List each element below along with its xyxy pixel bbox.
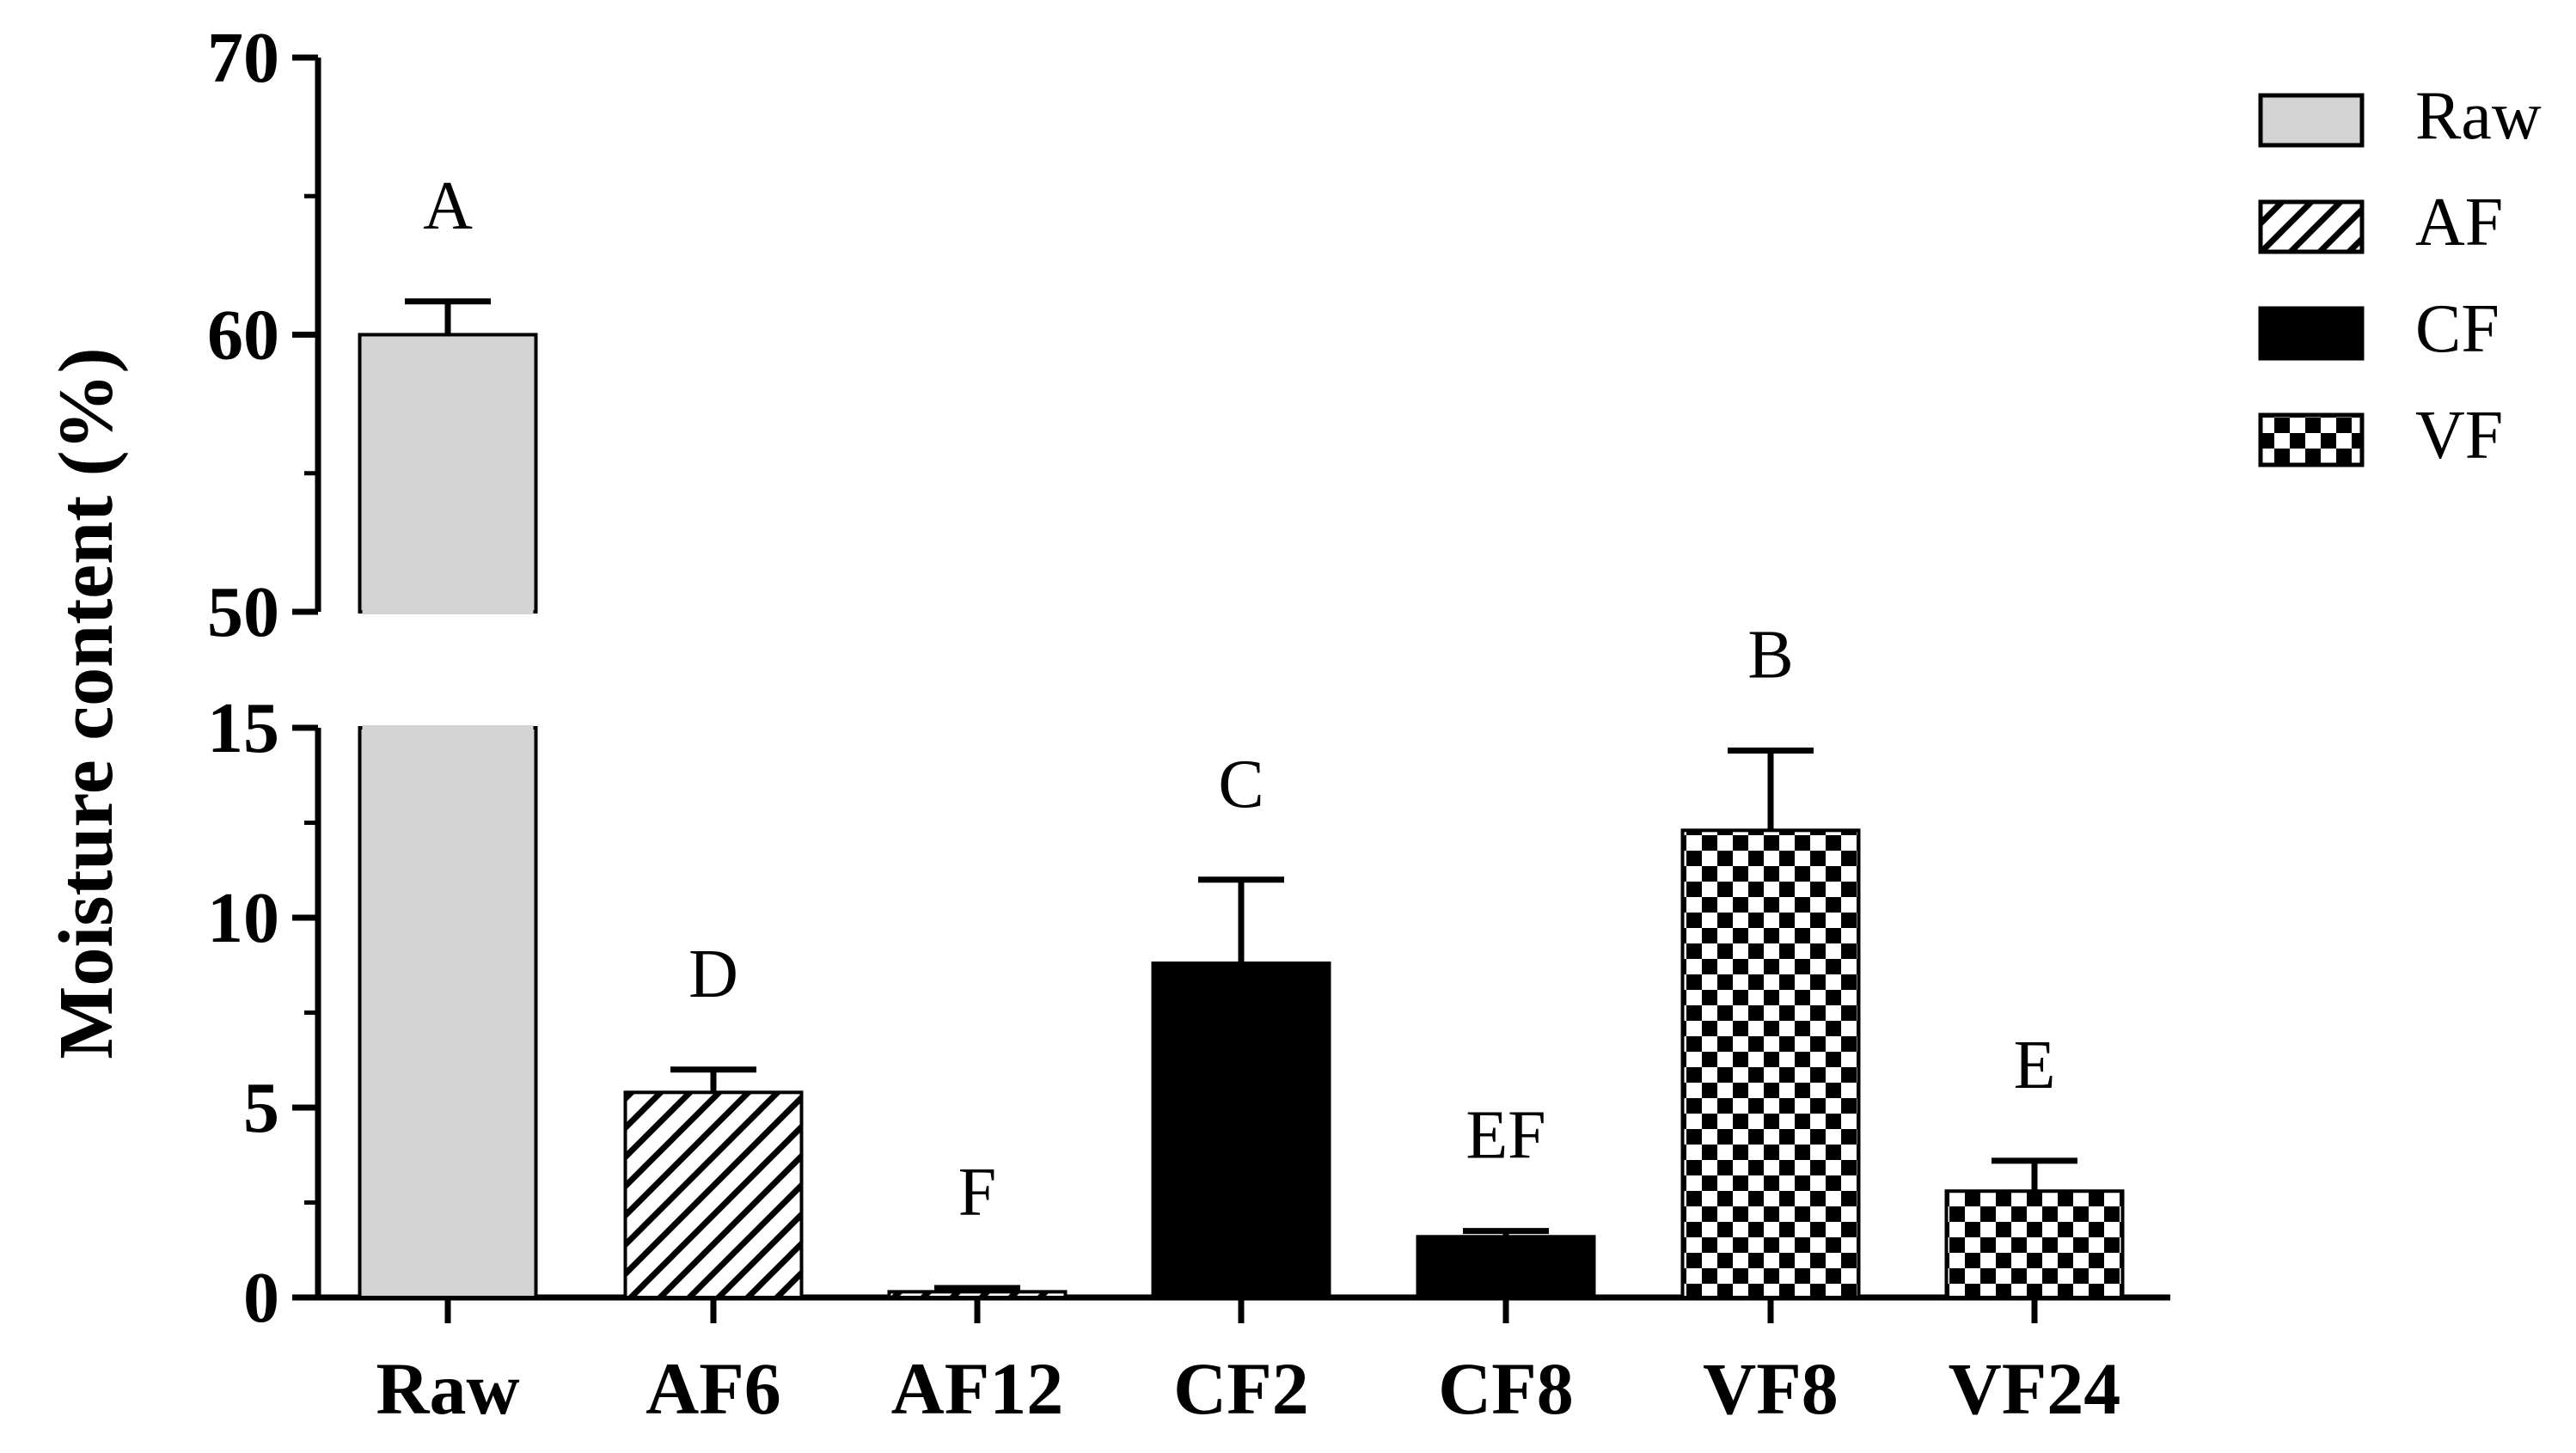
legend: Raw AF CF VF [2258, 78, 2542, 473]
significance-letter: E [2014, 1028, 2056, 1103]
bar [1944, 1189, 2125, 1299]
y-tick-label: 60 [207, 296, 279, 375]
y-tick-label: 15 [207, 688, 279, 768]
significance-letter: B [1747, 618, 1793, 693]
bar [887, 1290, 1068, 1299]
legend-label: AF [2415, 185, 2503, 260]
bar [1416, 1235, 1596, 1300]
y-tick-label: 5 [243, 1068, 279, 1148]
significance-letter: F [958, 1155, 997, 1230]
y-tick-label: 0 [243, 1258, 279, 1338]
y-tick-label: 70 [207, 18, 279, 98]
y-tick-label: 50 [207, 572, 279, 652]
bar [358, 726, 538, 1299]
legend-label: Raw [2415, 78, 2542, 154]
bar [1151, 962, 1331, 1300]
x-tick-label: CF8 [1438, 1347, 1574, 1430]
x-tick-label: VF24 [1949, 1347, 2121, 1430]
bar [1680, 828, 1861, 1299]
y-axis-title: Moisture content (%) [44, 347, 129, 1059]
legend-label: VF [2415, 398, 2503, 473]
x-tick-label: Raw [376, 1347, 519, 1430]
x-tick-label: AF6 [646, 1347, 781, 1430]
legend-label: CF [2415, 291, 2500, 367]
bars: A D F C EF B E [358, 168, 2125, 1300]
legend-swatch [2258, 412, 2365, 467]
significance-letter: A [423, 168, 473, 244]
legend-swatch [2258, 93, 2365, 148]
significance-letter: C [1218, 747, 1264, 822]
bar [623, 1090, 804, 1299]
x-tick-label: AF12 [891, 1347, 1064, 1430]
significance-letter: EF [1465, 1098, 1545, 1174]
x-tick-label: VF8 [1703, 1347, 1839, 1430]
legend-swatch [2258, 199, 2365, 254]
significance-letter: D [688, 937, 738, 1012]
y-tick-label: 10 [207, 878, 279, 958]
bar [358, 333, 538, 614]
legend-swatch [2258, 306, 2365, 361]
x-tick-label: CF2 [1173, 1347, 1309, 1430]
